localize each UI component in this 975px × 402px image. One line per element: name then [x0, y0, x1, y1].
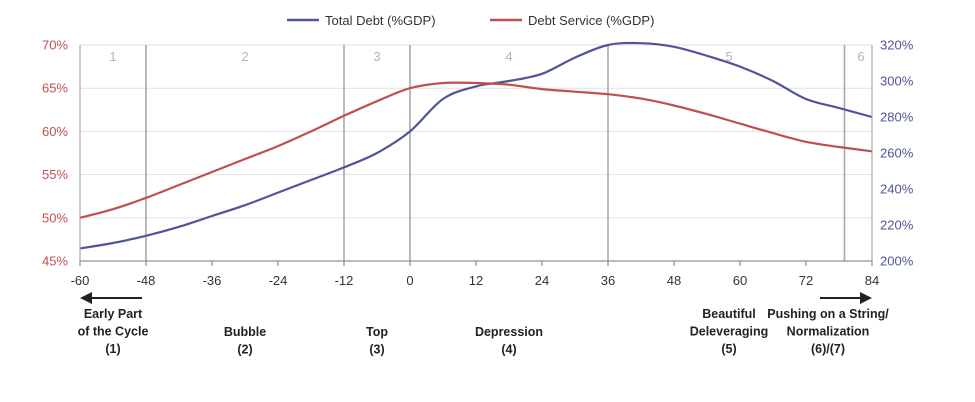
phase-caption-line: Beautiful	[702, 307, 755, 321]
series-lines	[79, 41, 873, 250]
phase-caption-line: Top	[366, 325, 388, 339]
x-tick-label: 84	[865, 273, 879, 288]
x-tick-label: 12	[469, 273, 483, 288]
phase-caption-line: (4)	[501, 343, 516, 357]
y-left-tick-label: 60%	[42, 124, 68, 139]
phase-number: 2	[241, 49, 248, 64]
y-right-tick-label: 280%	[880, 110, 914, 125]
phase-markers: 1 2 3 4 5 6	[109, 45, 865, 261]
x-tick-label: -48	[137, 273, 156, 288]
x-tick-label: 0	[406, 273, 413, 288]
right-arrow-head	[860, 292, 872, 304]
y-left-tick-label: 65%	[42, 81, 68, 96]
x-tick-label: -36	[203, 273, 222, 288]
phase-captions: Early Part of the Cycle (1) Bubble (2) Top (3)…	[78, 307, 890, 357]
y-left-tick-label: 70%	[42, 38, 68, 53]
phase-caption-line: Pushing on a String/	[767, 307, 889, 321]
phase-caption-line: (6)/(7)	[811, 342, 845, 356]
x-tick-label: -24	[269, 273, 288, 288]
x-tick-label: -60	[71, 273, 90, 288]
y-right-tick-label: 320%	[880, 38, 914, 53]
cycle-arrows	[80, 292, 872, 304]
phase-caption-line: (1)	[105, 342, 120, 356]
phase-number: 1	[109, 49, 116, 64]
plot-grid	[80, 44, 872, 262]
legend: Total Debt (%GDP) Debt Service (%GDP)	[287, 13, 654, 28]
x-tick-label: 60	[733, 273, 747, 288]
x-tick-label: 72	[799, 273, 813, 288]
y-right-tick-label: 240%	[880, 182, 914, 197]
x-tick-label: -12	[335, 273, 354, 288]
total-debt-line	[79, 41, 873, 250]
legend-label: Total Debt (%GDP)	[325, 13, 436, 28]
left-arrow-head	[80, 292, 92, 304]
phase-caption-line: (2)	[237, 343, 252, 357]
x-tick-label: 48	[667, 273, 681, 288]
phase-number: 5	[725, 49, 732, 64]
phase-caption-line: Deleveraging	[690, 325, 769, 339]
phase-caption-line: Bubble	[224, 325, 266, 339]
y-left-tick-label: 50%	[42, 210, 68, 225]
legend-label: Debt Service (%GDP)	[528, 13, 654, 28]
x-tick-label: 36	[601, 273, 615, 288]
y-right-tick-label: 220%	[880, 218, 914, 233]
y-right-tick-label: 260%	[880, 146, 914, 161]
axes: 45%50%55%60%65%70%200%220%240%260%280%30…	[42, 38, 914, 289]
phase-caption-line: Normalization	[787, 325, 870, 339]
phase-caption-line: of the Cycle	[78, 325, 149, 339]
phase-caption-line: Depression	[475, 325, 543, 339]
debt-service-line	[79, 81, 873, 219]
phase-number: 4	[505, 49, 512, 64]
phase-caption-line: Early Part	[84, 307, 143, 321]
x-tick-label: 24	[535, 273, 549, 288]
y-right-tick-label: 200%	[880, 254, 914, 269]
y-right-tick-label: 300%	[880, 74, 914, 89]
y-left-tick-label: 45%	[42, 254, 68, 269]
phase-caption-line: (3)	[369, 343, 384, 357]
phase-number: 3	[373, 49, 380, 64]
phase-number: 6	[857, 49, 864, 64]
phase-caption-line: (5)	[721, 342, 736, 356]
y-left-tick-label: 55%	[42, 167, 68, 182]
